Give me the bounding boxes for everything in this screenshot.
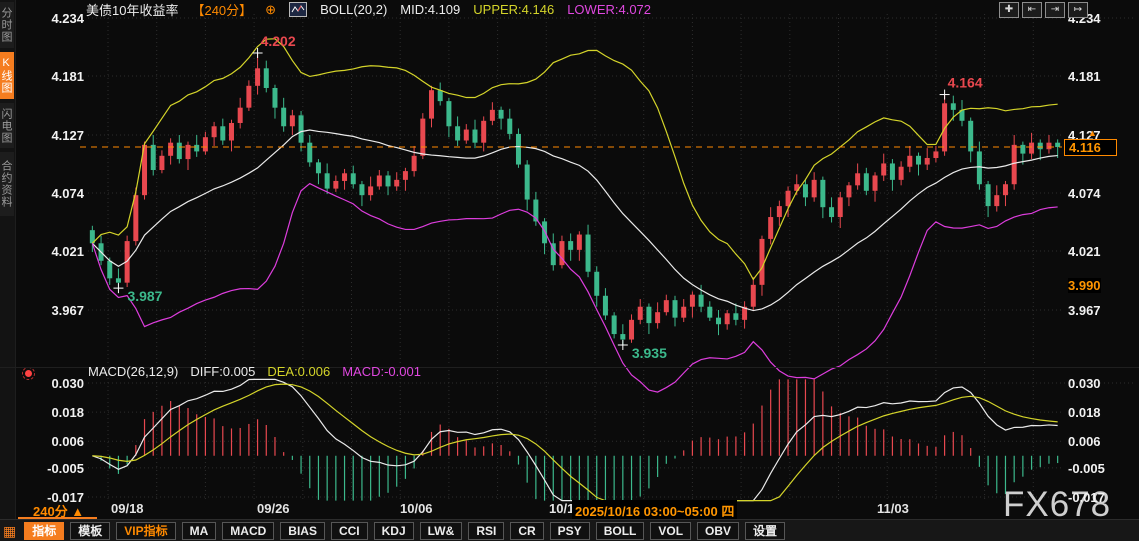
toolbar-boll-button[interactable]: BOLL xyxy=(595,521,645,540)
grid-view-icon[interactable]: ▦ xyxy=(3,522,17,539)
macd-y-label-left: 0.006 xyxy=(51,434,84,449)
y-label-left: 3.967 xyxy=(51,303,84,318)
chart-header: 美债10年收益率 【240分】 ⊕ BOLL(20,2) MID:4.109 U… xyxy=(86,1,652,19)
timeframe-selector[interactable]: 240分 ▲ xyxy=(33,504,85,519)
macd-diff-value: DIFF:0.005 xyxy=(190,364,256,379)
pane-separator xyxy=(0,367,1139,368)
x-label: 10/1 xyxy=(549,501,575,516)
svg-text:3.935: 3.935 xyxy=(632,345,667,361)
macd-bar-value: MACD:-0.001 xyxy=(342,364,421,379)
y-label-right: 4.181 xyxy=(1068,69,1101,84)
macd-y-label-right: -0.017 xyxy=(1068,490,1105,505)
indicator-toolbar: ▦ 指标 模板 VIP指标 MA MACD BIAS CCI KDJ LW& R… xyxy=(0,519,1139,541)
toolbar-template-button[interactable]: 模板 xyxy=(70,521,111,540)
sidebar-tab-contract-info[interactable]: 合约资料 xyxy=(0,152,14,216)
toolbar-indicators-button[interactable]: 指标 xyxy=(24,521,65,540)
toolbar-vol-button[interactable]: VOL xyxy=(650,521,692,540)
macd-header: MACD(26,12,9) DIFF:0.005 DEA:0.006 MACD:… xyxy=(88,364,421,379)
crosshair-date-tooltip: 2025/10/16 03:00~05:00 四 xyxy=(572,500,738,521)
record-dot-icon xyxy=(22,367,35,380)
boll-upper-value: UPPER:4.146 xyxy=(473,2,555,17)
zoom-in-x-icon[interactable]: ⇥ xyxy=(1045,2,1065,18)
boll-label: BOLL(20,2) xyxy=(320,2,388,17)
candles-layer xyxy=(89,52,1061,345)
y-label-left: 4.127 xyxy=(51,128,84,143)
y-label-left: 4.074 xyxy=(51,186,84,201)
toolbar-psy-button[interactable]: PSY xyxy=(549,521,590,540)
pan-right-icon[interactable]: ↦ xyxy=(1068,2,1088,18)
toolbar-ma-button[interactable]: MA xyxy=(181,521,217,540)
toolbar-cci-button[interactable]: CCI xyxy=(330,521,368,540)
toolbar-vip-indicators-button[interactable]: VIP指标 xyxy=(116,521,176,540)
crosshair-tool-icon[interactable]: ✚ xyxy=(999,2,1019,18)
price-up-arrow-icon: ▲ xyxy=(1088,128,1097,138)
price-line-layer: 3.987 4.202 3.935 4.164 xyxy=(80,33,1062,361)
y-label-right: 4.021 xyxy=(1068,244,1101,259)
y-label-left: 4.021 xyxy=(51,244,84,259)
toolbar-bias-button[interactable]: BIAS xyxy=(280,521,325,540)
boll-lower-value: LOWER:4.072 xyxy=(567,2,652,17)
toolbar-lwr-button[interactable]: LW& xyxy=(419,521,463,540)
toolbar-rsi-button[interactable]: RSI xyxy=(468,521,505,540)
x-label: 11/03 xyxy=(877,501,909,516)
toolbar-settings-button[interactable]: 设置 xyxy=(745,521,786,540)
macd-y-label-left: -0.005 xyxy=(47,461,84,476)
x-label: 09/26 xyxy=(257,501,290,516)
macd-y-label-right: 0.018 xyxy=(1068,405,1101,420)
mini-chart-icon xyxy=(289,2,308,17)
watermark: FX678 xyxy=(1003,485,1112,524)
macd-y-label-right: -0.005 xyxy=(1068,461,1105,476)
chart-tools: ✚ ⇤ ⇥ ↦ xyxy=(999,2,1088,18)
toolbar-kdj-button[interactable]: KDJ xyxy=(373,521,414,540)
bollinger-lines xyxy=(91,38,1058,393)
timeframe-underline xyxy=(18,517,97,519)
macd-y-label-left: 0.030 xyxy=(51,376,84,391)
macd-y-label-left: 0.018 xyxy=(51,405,84,420)
zoom-out-x-icon[interactable]: ⇤ xyxy=(1022,2,1042,18)
boll-mid-value: MID:4.109 xyxy=(400,2,461,17)
y-label-left: 4.234 xyxy=(51,11,84,26)
add-indicator-icon[interactable]: ⊕ xyxy=(265,1,277,17)
macd-y-label-left: -0.017 xyxy=(47,490,84,505)
symbol-title: 美债10年收益率 xyxy=(86,3,179,18)
x-label: 09/18 xyxy=(111,501,144,516)
x-label: 10/06 xyxy=(400,501,433,516)
macd-y-label-right: 0.030 xyxy=(1068,376,1101,391)
timeframe-label: 【240分】 xyxy=(191,3,253,18)
sidebar-tab-lightning-chart[interactable]: 闪电图 xyxy=(0,103,14,148)
svg-text:4.164: 4.164 xyxy=(948,75,983,91)
toolbar-cr-button[interactable]: CR xyxy=(510,521,544,540)
sidebar-tab-time-chart[interactable]: 分时图 xyxy=(0,2,14,48)
current-price-badge: 4.116 xyxy=(1064,139,1117,156)
svg-text:4.202: 4.202 xyxy=(261,33,296,49)
y-label-right: 3.967 xyxy=(1068,303,1101,318)
toolbar-obv-button[interactable]: OBV xyxy=(697,521,740,540)
svg-text:3.987: 3.987 xyxy=(127,288,162,304)
macd-dea-value: DEA:0.006 xyxy=(267,364,331,379)
macd-name: MACD(26,12,9) xyxy=(88,364,179,379)
toolbar-macd-button[interactable]: MACD xyxy=(222,521,275,540)
settle-price-badge: 3.990 xyxy=(1068,278,1101,293)
y-label-right: 4.074 xyxy=(1068,186,1101,201)
macd-y-label-right: 0.006 xyxy=(1068,434,1101,449)
macd-layer xyxy=(92,378,1059,502)
sidebar-tab-kline-chart[interactable]: K线图 xyxy=(0,52,14,99)
y-label-left: 4.181 xyxy=(51,69,84,84)
